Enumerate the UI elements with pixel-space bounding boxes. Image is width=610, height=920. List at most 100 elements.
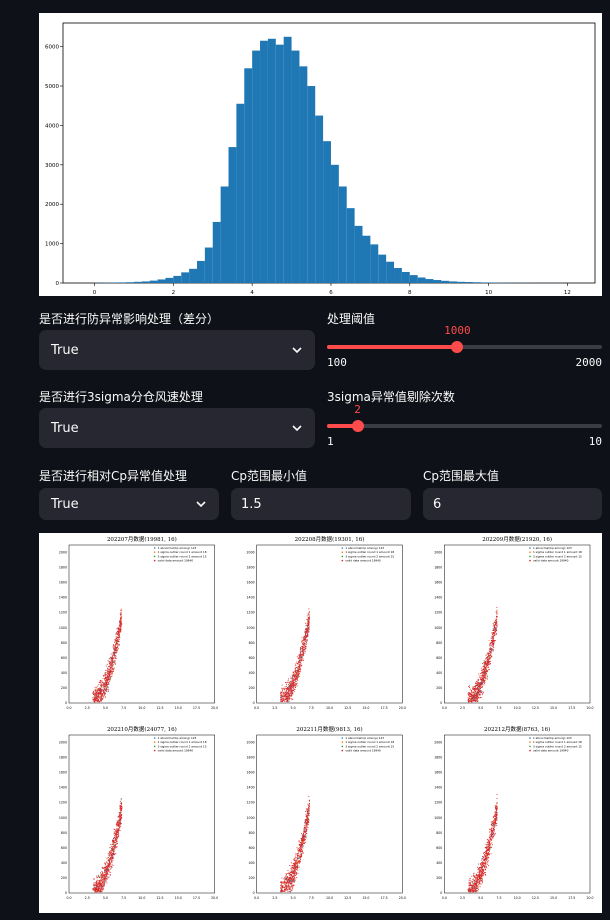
scatter-point xyxy=(106,672,108,674)
scatter-point xyxy=(305,628,307,630)
scatter-point xyxy=(496,810,498,812)
scatter-point xyxy=(119,620,121,622)
scatter-point xyxy=(492,640,494,642)
scatter-point xyxy=(478,691,480,693)
scatter-point xyxy=(288,689,290,691)
scatter-point xyxy=(484,670,486,672)
scatter-point xyxy=(492,816,494,818)
scatter-point xyxy=(116,832,117,834)
y-tick-label: 1800 xyxy=(59,566,67,570)
scatter-point xyxy=(299,658,301,660)
scatter-point xyxy=(297,670,299,672)
scatter-point xyxy=(102,697,104,699)
scatter-point xyxy=(100,688,101,690)
scatter-point xyxy=(294,688,296,690)
scatter-point xyxy=(487,842,489,844)
scatter-point xyxy=(475,695,477,697)
scatter-point xyxy=(285,700,287,702)
slider-thumb[interactable] xyxy=(351,420,364,432)
threshold-slider[interactable]: 1000 100 2000 xyxy=(327,324,602,369)
scatter-point xyxy=(96,690,98,691)
scatter-point xyxy=(295,878,297,880)
scatter-point xyxy=(493,637,495,639)
y-tick-label: 1200 xyxy=(59,801,67,805)
scatter-point xyxy=(104,680,106,682)
scatter-point xyxy=(114,649,116,651)
scatter-point xyxy=(112,646,114,648)
cp-min-input[interactable]: 1.5 xyxy=(231,488,411,520)
scatter-point xyxy=(117,832,119,834)
scatter-point xyxy=(99,884,101,886)
scatter-point xyxy=(490,651,492,653)
scatter-point xyxy=(120,622,122,624)
scatter-point xyxy=(297,673,299,674)
scatter-point xyxy=(292,683,294,685)
scatter-point xyxy=(292,675,294,676)
y-tick-label: 200 xyxy=(249,686,255,690)
scatter-point xyxy=(294,683,296,685)
scatter-point xyxy=(92,691,94,693)
scatter-point xyxy=(289,880,291,882)
scatter-point xyxy=(293,864,295,865)
scatter-point xyxy=(302,646,304,648)
scatter-point xyxy=(296,860,298,862)
hist-bar xyxy=(252,50,261,283)
scatter-point xyxy=(113,843,115,845)
scatter-point xyxy=(119,813,121,815)
scatter-point xyxy=(98,888,99,890)
scatter-point xyxy=(293,876,295,877)
scatter-point xyxy=(307,629,309,630)
scatter-point xyxy=(473,874,475,876)
sigma-select[interactable]: True xyxy=(39,408,315,448)
scatter-point xyxy=(293,869,295,871)
scatter-point xyxy=(119,827,120,828)
scatter-point xyxy=(118,835,120,837)
scatter-point xyxy=(482,680,483,682)
scatter-point xyxy=(119,811,121,813)
cp-select[interactable]: True xyxy=(39,488,219,520)
scatter-point xyxy=(108,679,110,680)
scatter-point xyxy=(495,811,497,813)
scatter-point xyxy=(494,623,496,625)
cp-max-input[interactable]: 6 xyxy=(423,488,602,520)
scatter-point xyxy=(281,696,283,698)
scatter-point xyxy=(481,675,483,677)
scatter-point xyxy=(289,871,291,873)
scatter-point xyxy=(475,700,477,702)
slider-thumb[interactable] xyxy=(451,341,464,353)
scatter-point xyxy=(119,805,121,807)
scatter-point xyxy=(484,865,486,867)
sigma-count-slider[interactable]: 2 1 10 xyxy=(327,403,602,448)
scatter-point xyxy=(299,654,300,656)
diff-select[interactable]: True xyxy=(39,330,315,370)
scatter-point xyxy=(114,663,116,665)
scatter-point xyxy=(297,869,299,871)
scatter-point xyxy=(108,865,110,867)
scatter-point xyxy=(468,691,470,693)
scatter-point xyxy=(119,619,121,620)
scatter-point xyxy=(294,671,296,673)
scatter-point xyxy=(114,853,116,855)
scatter-point xyxy=(286,886,287,888)
scatter-point xyxy=(114,846,116,848)
scatter-point xyxy=(107,857,109,859)
scatter-point xyxy=(304,835,306,837)
y-tick-label: 800 xyxy=(249,831,255,835)
scatter-point xyxy=(298,861,300,862)
hist-bar xyxy=(417,277,426,283)
scatter-point xyxy=(488,840,490,842)
scatter-point xyxy=(99,882,101,884)
scatter-point xyxy=(290,693,292,694)
scatter-point xyxy=(294,859,296,861)
scatter-point xyxy=(117,641,119,643)
scatter-point xyxy=(289,685,291,687)
scatter-point xyxy=(308,804,310,806)
scatter-point xyxy=(496,823,498,824)
scatter-point xyxy=(479,870,481,872)
scatter-point xyxy=(483,860,485,862)
scatter-point xyxy=(116,836,118,838)
scatter-point xyxy=(288,886,290,887)
scatter-point xyxy=(301,834,303,836)
scatter-point xyxy=(282,886,284,888)
scatter-point xyxy=(478,682,480,684)
